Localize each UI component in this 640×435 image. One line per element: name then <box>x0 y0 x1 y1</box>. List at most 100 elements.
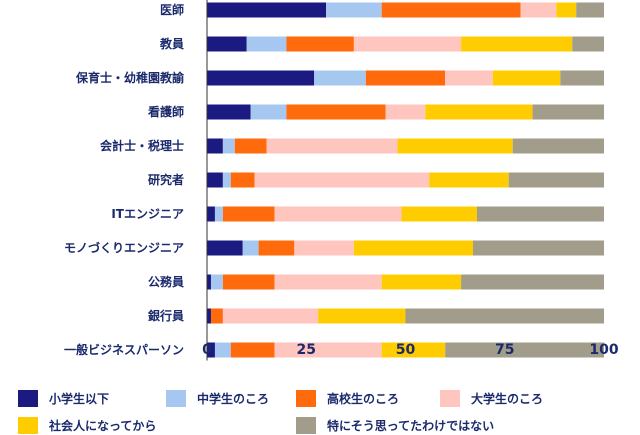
bar-segment <box>222 308 319 324</box>
bar-segment <box>508 172 604 188</box>
bar-segment <box>242 240 259 256</box>
legend-swatch <box>18 389 38 407</box>
legend: 小学生以下 中学生のころ 高校生のころ 大学生のころ社会人になってから 特にそう思ってた… <box>0 382 640 434</box>
bar-segment <box>230 172 255 188</box>
legend-swatch <box>440 389 460 407</box>
legend-swatch <box>296 416 316 434</box>
legend-item: 小学生以下 <box>18 388 109 408</box>
bar-segment <box>385 104 426 120</box>
bar-segment <box>274 274 382 290</box>
legend-item: 特にそう思ってたわけではない <box>296 415 494 435</box>
category-label: 教員 <box>159 36 184 51</box>
bar-segment <box>560 70 604 86</box>
category-label: 医師 <box>160 2 184 17</box>
bar-segment <box>207 2 327 18</box>
bar-segment <box>214 342 231 358</box>
bar-segment <box>381 342 446 358</box>
category-label: 銀行員 <box>147 308 184 323</box>
category-label: ITエンジニア <box>111 207 184 221</box>
bar-segment <box>210 308 223 324</box>
legend-swatch <box>18 416 38 434</box>
bar-segment <box>294 240 354 256</box>
category-label: 看護師 <box>148 104 184 119</box>
bar-segment <box>214 206 223 222</box>
bar-segment <box>572 36 604 52</box>
bar-segment <box>207 70 315 86</box>
bar-segment <box>425 104 533 120</box>
x-tick-label: 50 <box>396 342 416 358</box>
bar-segment <box>210 274 223 290</box>
bar-segment <box>246 36 287 52</box>
bar-segment <box>207 138 223 154</box>
bar-segment <box>250 104 287 120</box>
bar-segment <box>274 206 402 222</box>
category-label: 公務員 <box>148 274 184 289</box>
bar-segment <box>207 206 215 222</box>
bar-segment <box>266 138 398 154</box>
bar-segment <box>532 104 604 120</box>
legend-label: 大学生のころ <box>471 391 544 406</box>
bar-segment <box>222 172 231 188</box>
bar-segment <box>461 274 604 290</box>
legend-label: 特にそう思ってたわけではない <box>327 418 495 433</box>
bar-segment <box>556 2 577 18</box>
bar-segment <box>353 240 473 256</box>
x-tick-label: 100 <box>589 342 618 358</box>
bar-segment <box>472 240 604 256</box>
bar-segment <box>381 274 462 290</box>
bar-segment <box>353 36 462 52</box>
category-label: 会計士・税理士 <box>100 138 184 153</box>
x-tick-label: 75 <box>495 342 514 358</box>
bar-segment <box>381 2 521 18</box>
category-label: 研究者 <box>148 172 184 187</box>
bar-segment <box>207 342 215 358</box>
bar-segment <box>520 2 557 18</box>
bar-segment <box>365 70 446 86</box>
legend-item: 社会人になってから <box>18 415 156 435</box>
x-tick-labels: 0 25 50 75 100 <box>202 342 619 358</box>
bar-segment <box>222 206 275 222</box>
bar-segment <box>318 308 406 324</box>
bar-segment <box>576 2 604 18</box>
bar-segment <box>429 172 509 188</box>
bar-segment <box>405 308 604 324</box>
bar-segment <box>286 104 386 120</box>
legend-label: 小学生以下 <box>49 391 110 406</box>
bar-segment <box>476 206 604 222</box>
category-label: 一般ビジネスパーソン <box>64 342 184 357</box>
bar-segment <box>258 240 295 256</box>
bar-segment <box>207 104 251 120</box>
bar-segment <box>445 342 604 358</box>
bar-segment <box>512 138 604 154</box>
legend-label: 高校生のころ <box>327 391 400 406</box>
bar-segment <box>207 172 223 188</box>
bar-segment <box>492 70 561 86</box>
legend-item: 大学生のころ <box>440 388 543 408</box>
bar-segment <box>234 138 267 154</box>
bars-group <box>207 2 604 358</box>
legend-item: 高校生のころ <box>296 388 399 408</box>
bar-segment <box>401 206 477 222</box>
bar-segment <box>207 240 243 256</box>
legend-label: 社会人になってから <box>49 418 157 433</box>
bar-segment <box>207 36 247 52</box>
bar-segment <box>230 342 275 358</box>
category-label: 保育士・幼稚園教諭 <box>75 70 185 85</box>
legend-swatch <box>296 389 316 407</box>
bar-segment <box>461 36 573 52</box>
legend-item: 中学生のころ <box>166 388 269 408</box>
x-tick-label: 0 <box>202 342 212 358</box>
bar-segment <box>274 342 382 358</box>
bar-segment <box>445 70 493 86</box>
bar-segment <box>222 274 275 290</box>
x-tick-label: 25 <box>297 342 316 358</box>
bar-segment <box>286 36 354 52</box>
legend-label: 中学生のころ <box>197 391 270 406</box>
bar-segment <box>326 2 382 18</box>
category-label: モノづくりエンジニア <box>64 240 184 255</box>
bar-segment <box>314 70 366 86</box>
bar-segment <box>222 138 235 154</box>
legend-swatch <box>166 389 186 407</box>
